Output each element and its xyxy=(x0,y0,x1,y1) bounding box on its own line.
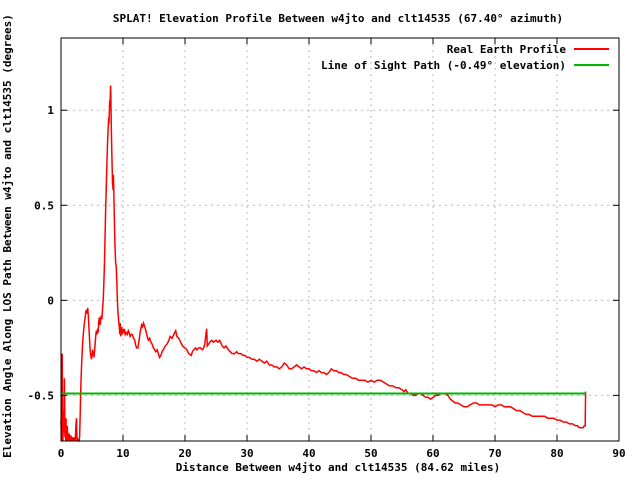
y-axis-label: Elevation Angle Along LOS Path Between w… xyxy=(1,14,14,458)
x-tick-label-30: 30 xyxy=(240,447,253,460)
legend: Real Earth Profile Line of Sight Path (-… xyxy=(321,43,609,72)
x-tick-label-70: 70 xyxy=(488,447,501,460)
plot-border xyxy=(60,37,620,442)
y-tick-label-0: 0 xyxy=(47,294,54,307)
y-tick-label-1: 1 xyxy=(47,104,54,117)
x-tick-label-40: 40 xyxy=(302,447,315,460)
y-tick-label-0.5: 0.5 xyxy=(34,199,54,212)
y-tick-label--0.5: -0.5 xyxy=(28,389,55,402)
legend-label-line-of-sight-path: Line of Sight Path (-0.49° elevation) xyxy=(321,59,566,72)
x-tick-label-80: 80 xyxy=(550,447,563,460)
series-layer xyxy=(60,85,587,442)
x-tick-label-60: 60 xyxy=(426,447,439,460)
grid-layer xyxy=(61,38,619,441)
legend-label-real-earth-profile: Real Earth Profile xyxy=(447,43,567,56)
x-tick-label-90: 90 xyxy=(612,447,625,460)
x-axis-label: Distance Between w4jto and clt14535 (84.… xyxy=(176,461,501,474)
real-earth-profile-line xyxy=(60,85,587,442)
x-tick-label-10: 10 xyxy=(116,447,129,460)
x-tick-label-0: 0 xyxy=(58,447,65,460)
chart-title: SPLAT! Elevation Profile Between w4jto a… xyxy=(113,12,563,25)
x-tick-label-20: 20 xyxy=(178,447,191,460)
tick-layer: 0 10 20 30 40 50 60 70 80 90 -0.5 0 0.5 1 xyxy=(28,38,626,460)
x-tick-label-50: 50 xyxy=(364,447,377,460)
